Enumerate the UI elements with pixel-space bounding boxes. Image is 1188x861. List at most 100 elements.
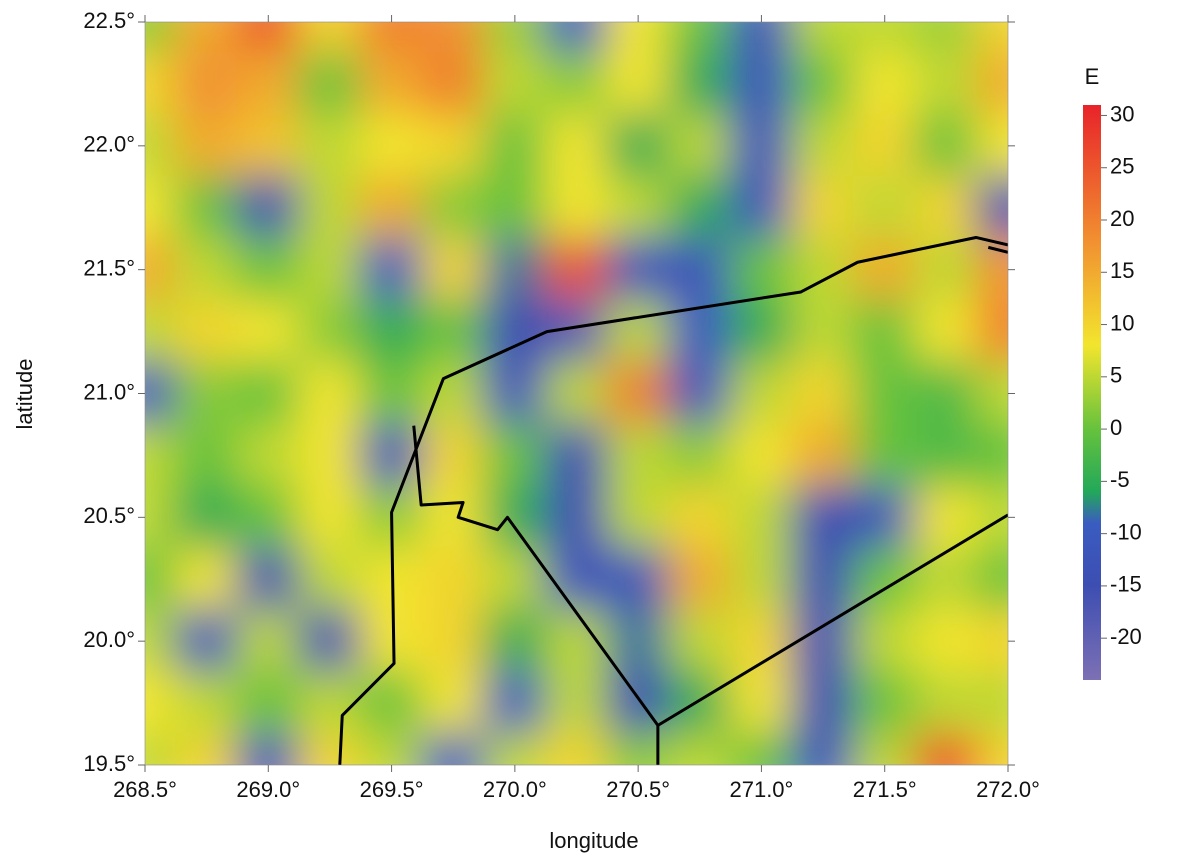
- heat-cell: [483, 609, 547, 673]
- y-tick-label: 20.0°: [83, 627, 135, 652]
- heat-cell: [175, 423, 239, 487]
- heat-cell: [853, 52, 917, 116]
- heat-cell: [421, 114, 485, 178]
- y-tick-label: 22.5°: [83, 8, 135, 33]
- heat-cell: [915, 52, 979, 116]
- heat-cell: [360, 0, 424, 54]
- heat-cell: [298, 609, 362, 673]
- heat-cell: [298, 300, 362, 364]
- heat-cell: [421, 300, 485, 364]
- heat-cell: [298, 423, 362, 487]
- heat-cell: [730, 671, 794, 735]
- y-axis-label: latitude: [12, 359, 37, 430]
- heat-cell: [791, 52, 855, 116]
- heat-cell: [236, 176, 300, 240]
- heat-cell: [175, 485, 239, 549]
- colorbar-tick-label: 5: [1110, 363, 1122, 388]
- heat-cell: [175, 362, 239, 426]
- heat-cell: [421, 423, 485, 487]
- heat-cell: [545, 238, 609, 302]
- heat-cell: [483, 0, 547, 54]
- heat-cell: [853, 238, 917, 302]
- heat-cell: [853, 423, 917, 487]
- heat-cell: [791, 547, 855, 611]
- x-tick-label: 268.5°: [113, 777, 177, 802]
- heat-cell: [360, 300, 424, 364]
- heat-cell: [175, 671, 239, 735]
- colorbar-tick-label: 10: [1110, 310, 1134, 335]
- heat-cell: [915, 0, 979, 54]
- heat-cell: [730, 423, 794, 487]
- heat-cell: [236, 671, 300, 735]
- heat-cell: [421, 238, 485, 302]
- page: {"chart_data": { "type": "heatmap", "x_l…: [0, 0, 1188, 861]
- heat-cell: [668, 671, 732, 735]
- heat-cell: [175, 547, 239, 611]
- heat-cell: [853, 671, 917, 735]
- heat-cell: [483, 300, 547, 364]
- heat-cell: [668, 52, 732, 116]
- x-tick-label: 271.5°: [853, 777, 917, 802]
- heat-cell: [483, 114, 547, 178]
- colorbar-tick-label: -20: [1110, 624, 1142, 649]
- heat-cell: [853, 0, 917, 54]
- heat-cell: [298, 0, 362, 54]
- heat-cell: [483, 52, 547, 116]
- y-tick-label: 21.5°: [83, 255, 135, 280]
- x-tick-label: 270.0°: [483, 777, 547, 802]
- heat-cell: [298, 238, 362, 302]
- heat-cell: [360, 114, 424, 178]
- heat-cell: [236, 238, 300, 302]
- heat-cell: [545, 671, 609, 735]
- heat-cell: [853, 176, 917, 240]
- heat-cell: [298, 362, 362, 426]
- heat-cell: [236, 547, 300, 611]
- heat-cell: [483, 671, 547, 735]
- colorbar: [1083, 105, 1101, 680]
- heat-cell: [421, 52, 485, 116]
- heat-cell: [421, 0, 485, 54]
- heat-cell: [791, 114, 855, 178]
- chart: 268.5°269.0°269.5°270.0°270.5°271.0°271.…: [0, 0, 1188, 861]
- heat-cell: [606, 485, 670, 549]
- colorbar-tick-label: 15: [1110, 258, 1134, 283]
- heat-cell: [545, 0, 609, 54]
- heat-cell: [545, 114, 609, 178]
- heat-cell: [668, 485, 732, 549]
- heat-cell: [298, 52, 362, 116]
- heat-cell: [730, 362, 794, 426]
- y-tick-label: 19.5°: [83, 751, 135, 776]
- heat-cell: [483, 423, 547, 487]
- heat-cell: [360, 671, 424, 735]
- heat-cell: [236, 0, 300, 54]
- heat-cell: [421, 176, 485, 240]
- heat-cell: [853, 609, 917, 673]
- heat-cell: [915, 114, 979, 178]
- heat-cell: [421, 485, 485, 549]
- heat-cell: [730, 0, 794, 54]
- heat-cell: [668, 609, 732, 673]
- heat-cell: [853, 300, 917, 364]
- heat-cell: [421, 362, 485, 426]
- x-tick-label: 270.5°: [606, 777, 670, 802]
- heat-cell: [606, 547, 670, 611]
- heat-cell: [668, 238, 732, 302]
- heat-cell: [236, 485, 300, 549]
- heat-cell: [853, 362, 917, 426]
- heatmap: [113, 0, 1040, 797]
- heat-cell: [360, 609, 424, 673]
- heat-cell: [360, 362, 424, 426]
- heat-cell: [175, 238, 239, 302]
- heat-cell: [545, 52, 609, 116]
- colorbar-tick-label: -5: [1110, 467, 1130, 492]
- heat-cell: [606, 362, 670, 426]
- y-tick-label: 22.0°: [83, 132, 135, 157]
- heat-cell: [298, 114, 362, 178]
- heat-cell: [730, 176, 794, 240]
- y-tick-label: 21.0°: [83, 379, 135, 404]
- heat-cell: [545, 547, 609, 611]
- heat-cell: [606, 423, 670, 487]
- heat-cell: [853, 485, 917, 549]
- heat-cell: [606, 238, 670, 302]
- colorbar-tick-label: 25: [1110, 154, 1134, 179]
